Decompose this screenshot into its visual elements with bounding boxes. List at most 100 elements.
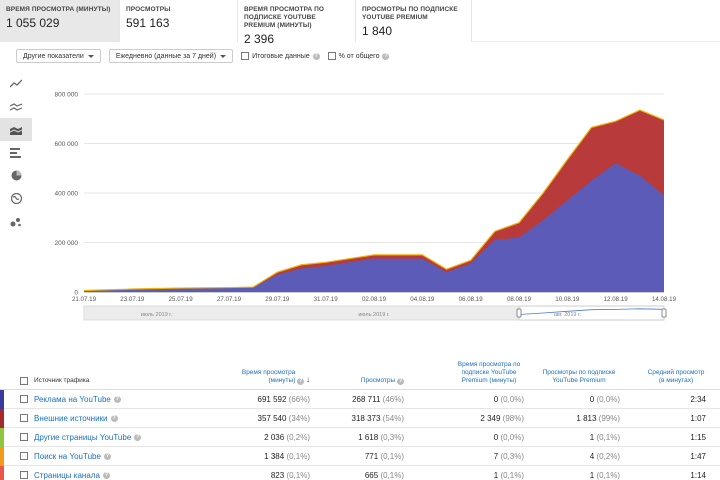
- row-source-name[interactable]: Другие страницы YouTube?: [34, 433, 184, 442]
- table-row[interactable]: Внешние источники? 357 540 (34%) 318 373 (…: [0, 409, 720, 428]
- source-name-link[interactable]: Поиск на YouTube: [34, 451, 101, 461]
- help-icon[interactable]: ?: [134, 433, 142, 441]
- traffic-area-chart: 800 000 600 000 400 000 200 000 021.07.19 23.…: [55, 92, 677, 321]
- row-premium-views: 4 (0,2%): [524, 452, 620, 461]
- bubble-chart-icon[interactable]: [0, 210, 32, 233]
- select-all-checkbox[interactable]: [20, 377, 28, 385]
- header-premium-watch-time-label: Время просмотра по подписке YouTube Prem…: [457, 361, 521, 384]
- views-value: 268 711: [352, 394, 381, 404]
- row-checkbox[interactable]: [20, 433, 28, 441]
- row-watch-time: 823 (0,1%): [184, 471, 310, 480]
- help-icon[interactable]: ?: [297, 377, 305, 385]
- other-metrics-dropdown[interactable]: Другие показатели: [16, 49, 101, 63]
- metric-card-premium-views[interactable]: Просмотры по подписке YouTube Premium 1 …: [356, 0, 472, 42]
- header-avg-view[interactable]: Средний просмотр (в минутах): [620, 369, 706, 385]
- row-source-name[interactable]: Поиск на YouTube?: [34, 452, 184, 461]
- help-icon[interactable]: ?: [382, 52, 390, 60]
- metric-spacer: [472, 0, 720, 42]
- header-premium-views-label: Просмотры по подписке YouTube Premium: [542, 369, 616, 384]
- row-premium-views: 0 (0,0%): [524, 395, 620, 404]
- x-tick-label: 12.08.19: [604, 296, 629, 303]
- x-tick-label: 25.07.19: [169, 296, 194, 303]
- multi-line-chart-icon[interactable]: [0, 95, 32, 118]
- metric-card-premium-watch-time[interactable]: Время просмотра по подписке YouTube Prem…: [238, 0, 356, 46]
- pie-chart-icon[interactable]: [0, 164, 32, 187]
- row-checkbox-cell: [0, 433, 34, 441]
- row-checkbox[interactable]: [20, 395, 28, 403]
- header-premium-views[interactable]: Просмотры по подписке YouTube Premium: [524, 369, 620, 385]
- chart-type-selector: [0, 72, 32, 233]
- help-icon[interactable]: ?: [113, 395, 121, 403]
- metric-label: Просмотры: [126, 6, 171, 13]
- source-name-link[interactable]: Внешние источники: [34, 413, 108, 423]
- row-source-name[interactable]: Реклама на YouTube?: [34, 395, 184, 404]
- series-area-ads: [84, 163, 664, 292]
- views-pct: (0,3%): [380, 432, 404, 442]
- row-checkbox[interactable]: [20, 471, 28, 479]
- period-dropdown[interactable]: Ежедневно (данные за 7 дней): [108, 49, 234, 63]
- premium-views-value: 4: [589, 451, 595, 461]
- help-icon[interactable]: ?: [102, 471, 110, 479]
- row-color-marker: [0, 466, 4, 480]
- table-row[interactable]: Поиск на YouTube? 1 384 (0,1%) 771 (0,1%) 7…: [0, 447, 720, 466]
- row-premium-watch: 1 (0,1%): [404, 471, 524, 480]
- totals-checkbox[interactable]: [241, 52, 250, 60]
- metric-card-watch-time[interactable]: Время просмотра (минуты) 1 055 029: [0, 0, 120, 42]
- help-icon[interactable]: ?: [312, 52, 320, 60]
- header-source-label: Источник трафика: [34, 377, 90, 384]
- premium-views-value: 1: [589, 470, 595, 480]
- source-name-link[interactable]: Другие страницы YouTube: [34, 432, 132, 442]
- percent-checkbox[interactable]: [327, 52, 336, 60]
- period-label: Ежедневно (данные за 7 дней): [115, 52, 217, 60]
- row-watch-time: 357 540 (34%): [184, 413, 311, 423]
- row-checkbox[interactable]: [20, 414, 28, 422]
- premium-watch-pct: (0,0%): [500, 394, 524, 404]
- source-name-link[interactable]: Реклама на YouTube: [34, 394, 111, 404]
- premium-watch-value: 0: [493, 432, 499, 442]
- navigator-label: июль 2019 г.: [358, 312, 390, 318]
- watch-value: 823: [270, 470, 285, 480]
- header-source: Источник трафика: [0, 377, 184, 385]
- row-checkbox[interactable]: [20, 452, 28, 460]
- watch-value: 357 540: [257, 413, 287, 423]
- row-watch-time: 1 384 (0,1%): [184, 452, 310, 461]
- line-chart-icon[interactable]: [0, 72, 32, 95]
- help-icon[interactable]: ?: [110, 414, 118, 422]
- sort-down-icon[interactable]: ↓: [306, 375, 310, 384]
- map-icon[interactable]: [0, 187, 32, 210]
- chart-toolbar: Другие показатели Ежедневно (данные за 7…: [16, 48, 390, 64]
- row-avg-view: 1:07: [620, 414, 706, 423]
- navigator-handle: [516, 308, 522, 318]
- row-source-name[interactable]: Внешние источники?: [34, 414, 184, 423]
- row-source-name[interactable]: Страницы канала?: [34, 471, 184, 480]
- watch-pct: (34%): [288, 413, 310, 423]
- percent-label: % от общего: [338, 52, 380, 60]
- table-row[interactable]: Страницы канала? 823 (0,1%) 665 (0,1%) 1 (0…: [0, 466, 720, 480]
- chevron-down-icon: [220, 54, 227, 58]
- source-name-link[interactable]: Страницы канала: [34, 470, 100, 480]
- row-watch-time: 2 036 (0,2%): [184, 433, 310, 442]
- views-pct: (54%): [382, 413, 404, 423]
- stacked-area-chart-icon[interactable]: [0, 118, 32, 141]
- premium-views-pct: (0,0%): [596, 394, 620, 404]
- table-row[interactable]: Другие страницы YouTube? 2 036 (0,2%) 1 61…: [0, 428, 720, 447]
- metric-cards: Время просмотра (минуты) 1 055 029 Просм…: [0, 0, 720, 46]
- table-body: Реклама на YouTube? 691 592 (66%) 268 711 …: [0, 390, 720, 480]
- x-tick-label: 21.07.19: [72, 296, 97, 303]
- row-avg-view: 2:34: [620, 395, 706, 404]
- table-row[interactable]: Реклама на YouTube? 691 592 (66%) 268 711 …: [0, 390, 720, 409]
- views-pct: (0,1%): [380, 451, 404, 461]
- help-icon[interactable]: ?: [103, 452, 111, 460]
- x-tick-label: 23.07.19: [120, 296, 145, 303]
- x-tick-label: 14.08.19: [652, 296, 677, 303]
- header-views[interactable]: Просмотры ?: [310, 377, 404, 385]
- navigator-label: авг. 2019 г.: [554, 312, 581, 318]
- help-icon[interactable]: ?: [397, 377, 404, 385]
- metric-label: Просмотры по подписке YouTube Premium: [362, 6, 458, 21]
- bar-chart-icon[interactable]: [0, 141, 32, 164]
- row-views: 665 (0,1%): [310, 471, 404, 480]
- metric-card-views[interactable]: Просмотры 591 163: [120, 0, 238, 42]
- x-tick-label: 08.08.19: [507, 296, 532, 303]
- header-watch-time[interactable]: Время просмотра (минуты) ? ↓: [184, 369, 310, 385]
- header-premium-watch-time[interactable]: Время просмотра по подписке YouTube Prem…: [404, 361, 524, 385]
